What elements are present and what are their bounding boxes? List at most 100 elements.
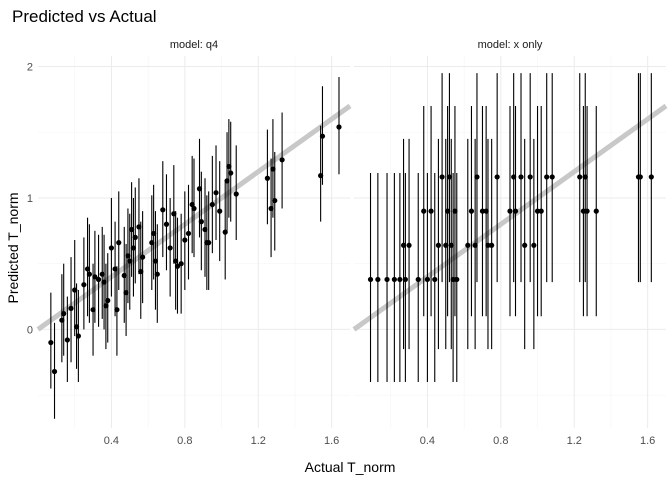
data-point <box>136 224 142 230</box>
data-point <box>228 170 234 176</box>
data-point <box>512 208 519 214</box>
data-point <box>264 175 271 181</box>
data-point <box>174 263 181 269</box>
x-axis-title: Actual T_norm <box>305 459 396 475</box>
chart-title: Predicted vs Actual <box>12 7 157 26</box>
data-point <box>424 276 431 283</box>
data-point <box>182 237 188 243</box>
data-point <box>397 276 403 283</box>
data-point <box>268 205 274 212</box>
data-point <box>465 242 471 248</box>
data-point <box>527 174 533 180</box>
data-point <box>336 124 342 130</box>
data-point <box>544 174 550 180</box>
data-point <box>95 276 102 283</box>
data-point <box>402 276 408 283</box>
data-point <box>112 266 118 272</box>
data-point <box>101 279 107 285</box>
y-tick-label: 1 <box>27 193 33 205</box>
data-point <box>154 271 160 277</box>
data-point <box>534 208 541 214</box>
data-point <box>319 133 326 139</box>
data-point <box>217 208 223 214</box>
data-point <box>68 305 74 311</box>
data-point <box>421 208 427 214</box>
y-axis-title: Predicted T_norm <box>5 192 21 303</box>
data-point <box>121 272 127 279</box>
data-point <box>468 208 475 214</box>
data-point <box>518 174 524 180</box>
data-point <box>445 208 451 214</box>
x-tick-label: 0.8 <box>493 435 508 447</box>
data-point <box>173 258 179 264</box>
data-point <box>116 240 122 246</box>
data-point <box>151 230 157 237</box>
data-point <box>494 174 500 180</box>
data-point <box>103 303 109 309</box>
data-point <box>479 208 486 214</box>
panel-strip-label: model: q4 <box>170 39 218 51</box>
data-point <box>224 178 230 184</box>
data-point <box>577 174 583 180</box>
data-point <box>196 186 203 192</box>
data-point <box>489 242 495 248</box>
panel-1: model: q4 0.4 0.8 1.2 1.6 <box>36 39 352 447</box>
data-point <box>384 276 390 283</box>
data-point <box>511 174 517 180</box>
data-point <box>582 174 588 180</box>
data-point <box>415 276 421 283</box>
data-point <box>428 208 434 214</box>
data-point <box>123 290 129 296</box>
data-point <box>163 221 170 227</box>
data-point <box>406 242 412 248</box>
data-point <box>132 234 138 240</box>
data-point <box>400 242 407 248</box>
x-tick-label: 0.4 <box>104 435 119 447</box>
data-point <box>474 174 480 180</box>
data-point <box>178 261 184 267</box>
data-point <box>185 230 192 237</box>
data-point <box>209 201 215 208</box>
x-tick-label: 1.2 <box>251 435 266 447</box>
data-point <box>531 242 537 248</box>
data-point <box>75 333 81 339</box>
data-point <box>48 339 54 346</box>
data-point <box>483 208 489 214</box>
data-point <box>213 190 219 196</box>
data-point <box>549 174 555 180</box>
data-point <box>99 271 105 277</box>
data-point <box>160 207 166 213</box>
data-point <box>522 242 528 248</box>
data-point <box>167 245 173 251</box>
data-point <box>125 253 131 259</box>
data-point <box>90 307 96 313</box>
data-point <box>648 174 654 180</box>
data-point <box>108 245 115 251</box>
panels-group: model: q4 0.4 0.8 1.2 1.6 model: x only 0.4 0.8… <box>36 39 668 447</box>
data-point <box>105 297 111 304</box>
data-point <box>391 276 397 283</box>
data-point <box>318 173 324 179</box>
data-point <box>81 282 87 288</box>
data-point <box>452 208 458 214</box>
data-point <box>129 226 135 233</box>
data-point <box>538 208 544 214</box>
data-point <box>138 268 144 275</box>
data-point <box>448 242 454 248</box>
data-point <box>580 208 587 214</box>
data-point <box>226 163 232 170</box>
x-tick-label: 1.6 <box>324 435 339 447</box>
x-tick-label: 0.4 <box>420 435 435 447</box>
data-point <box>152 258 159 264</box>
data-point <box>191 205 197 212</box>
data-point <box>130 245 137 251</box>
data-point <box>64 337 70 343</box>
data-point <box>637 174 643 180</box>
data-point <box>435 242 442 248</box>
data-point <box>84 266 91 272</box>
data-point <box>454 276 460 283</box>
data-point <box>233 191 239 197</box>
y-tick-label: 0 <box>27 324 33 336</box>
y-tick-label: 2 <box>27 62 33 74</box>
